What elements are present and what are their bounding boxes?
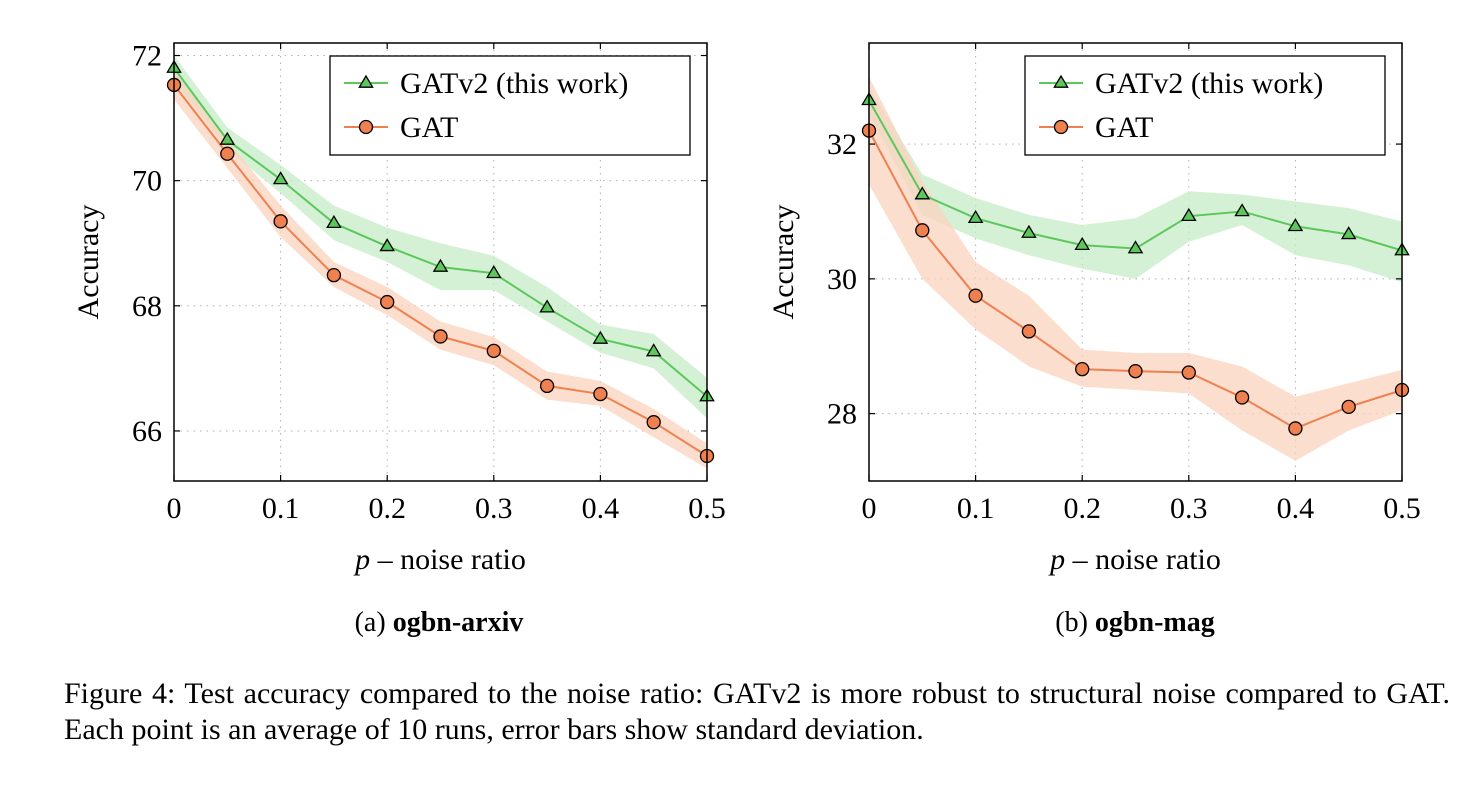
data-point-gatv2 [272,171,289,185]
x-tick-label: 0 [167,492,182,525]
y-tick-label: 28 [827,398,857,431]
y-tick-label: 66 [132,415,162,448]
y-tick-label: 70 [132,165,162,198]
data-point-gat [968,288,983,303]
data-point-gatv2 [1234,203,1250,217]
legend-marker-triangle [358,74,374,88]
y-axis-label: Accuracy [72,205,105,320]
subcaption-dataset: ogbn-arxiv [392,607,524,638]
figure-caption: Figure 4: Test accuracy compared to the … [64,677,1450,746]
chart-ogbn-mag: 0 0.1 0.2 0.3 0.4 0.5 28 30 32 p – noise ratio Acc… [767,42,1421,576]
x-tick-label: 0 [862,492,877,525]
data-point-gat [486,343,501,359]
x-axis-variable: p [1048,543,1065,576]
data-point-gatv2 [539,299,555,313]
y-tick-label: 32 [827,128,857,161]
legend-marker-triangle [1053,74,1069,88]
data-point-gat [1128,364,1143,379]
plot-frame [868,42,1403,482]
x-tick-label: 0.5 [1383,492,1421,525]
data-point-gat [539,378,555,394]
data-point-gat [593,386,608,402]
legend-label: GAT [400,111,458,144]
plot-frame [173,42,708,482]
data-point-gatv2 [1340,226,1357,240]
data-point-gat [1075,361,1090,377]
x-axis-label-text: – noise ratio [1065,543,1221,576]
x-axis-label: p – noise ratio [1048,543,1221,576]
subcaption-mag: (b) ogbn-mag [935,607,1335,639]
x-tick-label: 0.3 [475,492,513,525]
chart-ogbn-arxiv: 0 0.1 0.2 0.3 0.4 0.5 66 68 70 72 p – noise ratio A… [72,40,726,576]
error-band-gat [869,76,1402,461]
data-point-gatv2 [1287,218,1304,232]
subcaption-arxiv: (a) ogbn-arxiv [239,607,639,639]
data-point-gat [433,329,448,344]
x-axis-label: p – noise ratio [353,543,526,576]
data-point-gat [273,214,288,229]
data-point-gatv2 [326,214,342,229]
y-axis-label: Accuracy [767,205,800,320]
data-point-gatv2 [1021,224,1037,238]
data-point-gat [646,415,661,430]
data-point-gatv2 [1181,207,1197,222]
subcaption-prefix: (a) [354,607,386,638]
legend-box [1024,55,1386,156]
error-band-gatv2 [174,55,707,419]
legend: GATv2 (this work) GAT [1024,55,1386,156]
x-tick-label: 0.1 [957,492,995,525]
x-tick-label: 0.2 [1063,492,1101,525]
legend-marker-circle [358,119,374,135]
data-point-gatv2 [1074,236,1090,251]
legend-label: GATv2 (this work) [1095,67,1323,100]
legend: GATv2 (this work) GAT [329,55,691,156]
x-tick-label: 0.2 [368,492,406,525]
data-point-gatv2 [219,131,236,145]
x-tick-label: 0.4 [1277,492,1315,525]
x-tick-label: 0.4 [582,492,620,525]
data-point-gat [326,267,342,283]
data-point-gatv2 [967,209,984,224]
data-point-gat [220,146,235,161]
y-tick-label: 72 [132,40,162,73]
data-point-gatv2 [1127,240,1144,254]
data-point-gat [1288,421,1303,436]
legend-marker-circle [1053,119,1069,135]
subcaption-dataset: ogbn-mag [1094,607,1215,638]
legend-label: GAT [1095,111,1153,144]
x-axis-variable: p [353,543,370,576]
data-point-gat [1021,324,1037,339]
data-point-gatv2 [645,343,662,357]
subcaption-prefix: (b) [1055,607,1088,638]
legend-label: GATv2 (this work) [400,67,628,100]
legend-box [329,55,691,156]
error-band-gatv2 [869,86,1402,283]
data-point-gatv2 [486,264,502,279]
y-tick-label: 68 [132,290,162,323]
data-point-gat [1181,365,1196,380]
data-point-gatv2 [592,330,609,344]
x-tick-label: 0.1 [262,492,300,525]
data-point-gatv2 [432,258,449,272]
data-point-gat [1234,390,1250,405]
data-point-gat [915,223,930,238]
data-point-gatv2 [379,238,395,252]
x-axis-label-text: – noise ratio [370,543,526,576]
x-tick-label: 0.5 [688,492,726,525]
data-point-gat [1341,399,1356,415]
figure-canvas: 0 0.1 0.2 0.3 0.4 0.5 66 68 70 72 p – noise ratio A… [72,40,1421,576]
data-point-gat [380,294,395,310]
y-tick-label: 30 [827,263,857,296]
x-tick-label: 0.3 [1170,492,1208,525]
data-point-gatv2 [914,186,931,200]
